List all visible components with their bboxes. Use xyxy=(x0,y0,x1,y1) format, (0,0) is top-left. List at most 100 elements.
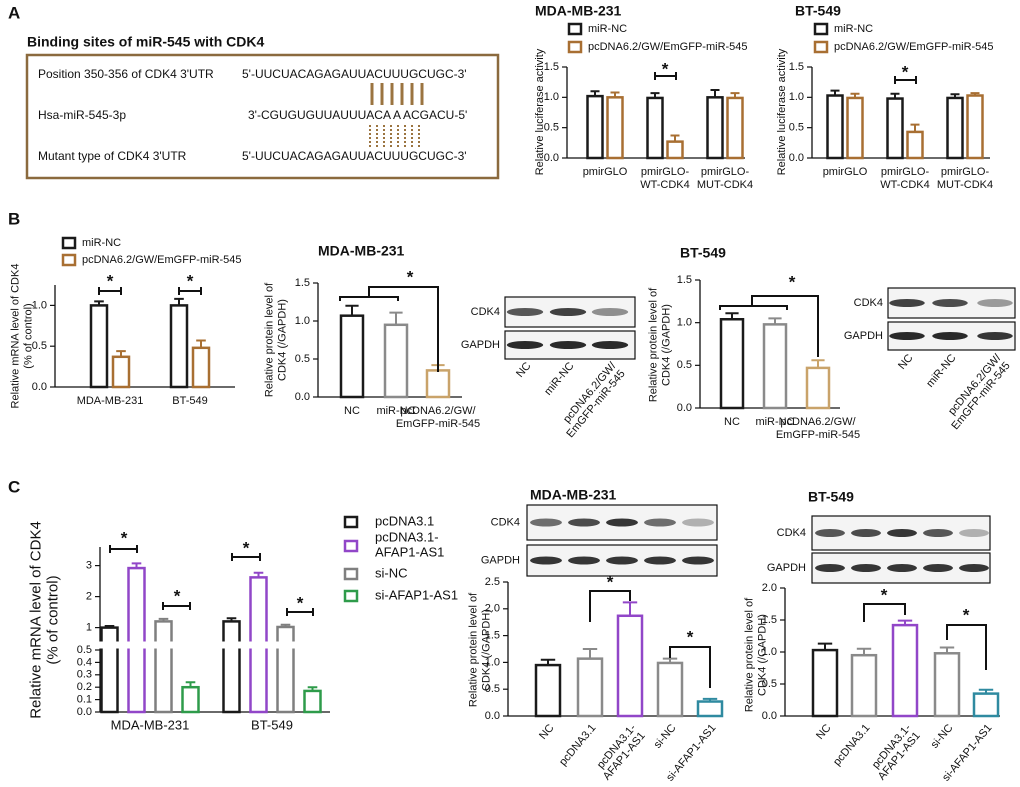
bar xyxy=(276,625,295,714)
y-tick-label: 1.5 xyxy=(789,61,804,73)
y-axis-label: Relative protein level ofCDK4 (/GAPDH) xyxy=(743,597,768,712)
error-bar xyxy=(725,312,739,320)
blot-band xyxy=(815,564,845,572)
legend-swatch xyxy=(343,567,359,581)
text-line: pmirGLO- xyxy=(941,166,990,178)
legend-label: pcDNA6.2/GW/EmGFP-miR-545 xyxy=(82,254,242,266)
blot-band xyxy=(506,341,544,349)
legend-label: pcDNA3.1 xyxy=(375,513,434,528)
y-tick-label: 1.5 xyxy=(295,277,310,289)
y-axis-label: Relative protein level ofCDK4 (/GAPDH) xyxy=(647,287,672,402)
blot-row-label: CDK4 xyxy=(854,297,883,309)
bar xyxy=(646,96,664,160)
blot-row-label: CDK4 xyxy=(777,527,806,539)
y-tick-label: 0.4 xyxy=(77,656,92,668)
bar xyxy=(666,140,684,160)
significance-bracket xyxy=(863,603,906,622)
significance-bracket xyxy=(669,646,711,688)
text-line: (% of control) xyxy=(22,303,34,368)
y-tick-label: 0.5 xyxy=(762,678,777,690)
blot-row-label: CDK4 xyxy=(471,306,500,318)
y-tick-label: 0.5 xyxy=(677,359,692,371)
blot-lane-label: NC xyxy=(896,352,915,372)
bar xyxy=(425,369,451,399)
text-line: Relative protein level of xyxy=(647,287,659,402)
blot-band xyxy=(682,518,714,527)
legend-label: miR-NC xyxy=(588,23,627,35)
error-bar xyxy=(307,686,318,691)
error-bar xyxy=(850,92,860,98)
blot-band xyxy=(568,556,600,565)
blot-band xyxy=(889,299,925,307)
bar xyxy=(100,626,119,714)
bar xyxy=(805,366,831,410)
blot-band xyxy=(887,529,917,537)
legend-label: pcDNA6.2/GW/EmGFP-miR-545 xyxy=(834,41,994,53)
error-bar xyxy=(950,93,960,98)
bar xyxy=(606,96,624,160)
blot-band xyxy=(932,332,968,340)
panel-label: B xyxy=(8,209,20,228)
x-tick-label: pmirGLO xyxy=(583,166,628,178)
blot-lane-label: NC xyxy=(514,360,533,380)
significance-label: * xyxy=(243,538,250,557)
blot-band xyxy=(606,518,638,527)
legend-swatch xyxy=(567,40,583,54)
significance-label: * xyxy=(121,528,128,547)
text-line: pcDNA6.2/GW/ xyxy=(400,405,476,417)
pairing-lines xyxy=(370,83,424,105)
bar xyxy=(127,566,146,714)
x-tick-label: pcDNA6.2/GW/EmGFP-miR-545 xyxy=(776,416,860,441)
panel-label: C xyxy=(8,477,20,496)
error-bar xyxy=(622,601,638,616)
blot-band xyxy=(549,341,587,349)
bar xyxy=(706,96,724,160)
error-bar xyxy=(185,681,196,688)
y-tick-label: 1.0 xyxy=(485,656,500,668)
bar xyxy=(656,661,684,718)
y-tick-label: 1.0 xyxy=(544,91,559,103)
axis-break xyxy=(90,641,332,649)
blot-lane-label: miR-NC xyxy=(924,352,958,390)
y-tick-label: 1.5 xyxy=(677,274,692,286)
legend-label: pcDNA3.1-AFAP1-AS1 xyxy=(375,530,444,560)
x-tick-label: NC xyxy=(724,416,740,428)
text-line: CDK4 (/GAPDH) xyxy=(480,609,492,691)
y-tick-label: 2.0 xyxy=(762,582,777,594)
blot-band xyxy=(506,308,544,316)
blot-row-label: GAPDH xyxy=(461,339,500,351)
significance-label: * xyxy=(902,62,909,81)
y-tick-label: 0.5 xyxy=(32,340,47,352)
significance-bracket xyxy=(109,545,138,553)
text-line: EmGFP-miR-545 xyxy=(776,429,860,441)
text-line: (% of control) xyxy=(44,575,61,664)
error-bar xyxy=(94,300,104,306)
error-bar xyxy=(610,91,620,98)
error-bar xyxy=(196,339,206,348)
x-tick-label: pcDNA6.2/GW/EmGFP-miR-545 xyxy=(396,405,480,430)
error-bar xyxy=(670,134,680,142)
blot-band xyxy=(682,556,714,565)
blot-band xyxy=(644,518,676,527)
y-tick-label: 1.5 xyxy=(544,61,559,73)
y-tick-label: 3 xyxy=(86,560,92,572)
bar xyxy=(886,97,904,160)
error-bar xyxy=(104,625,115,628)
error-bar xyxy=(817,642,833,651)
bar xyxy=(972,692,1000,718)
bar xyxy=(726,96,744,160)
chart-title: BT-549 xyxy=(680,245,726,261)
bar xyxy=(891,623,919,718)
text-line: CDK4 (/GAPDH) xyxy=(276,299,288,381)
bar xyxy=(383,323,409,399)
significance-bracket xyxy=(589,590,631,622)
y-tick-label: 0.2 xyxy=(77,681,92,693)
text-line: pmirGLO- xyxy=(701,166,750,178)
significance-label: * xyxy=(789,272,796,291)
panel-label: A xyxy=(8,3,20,22)
blot-row-label: GAPDH xyxy=(481,554,520,566)
x-tick-label: pcDNA3.1-AFAP1-AS1 xyxy=(867,722,923,783)
y-tick-label: 0.5 xyxy=(485,683,500,695)
significance-bracket xyxy=(719,295,819,357)
